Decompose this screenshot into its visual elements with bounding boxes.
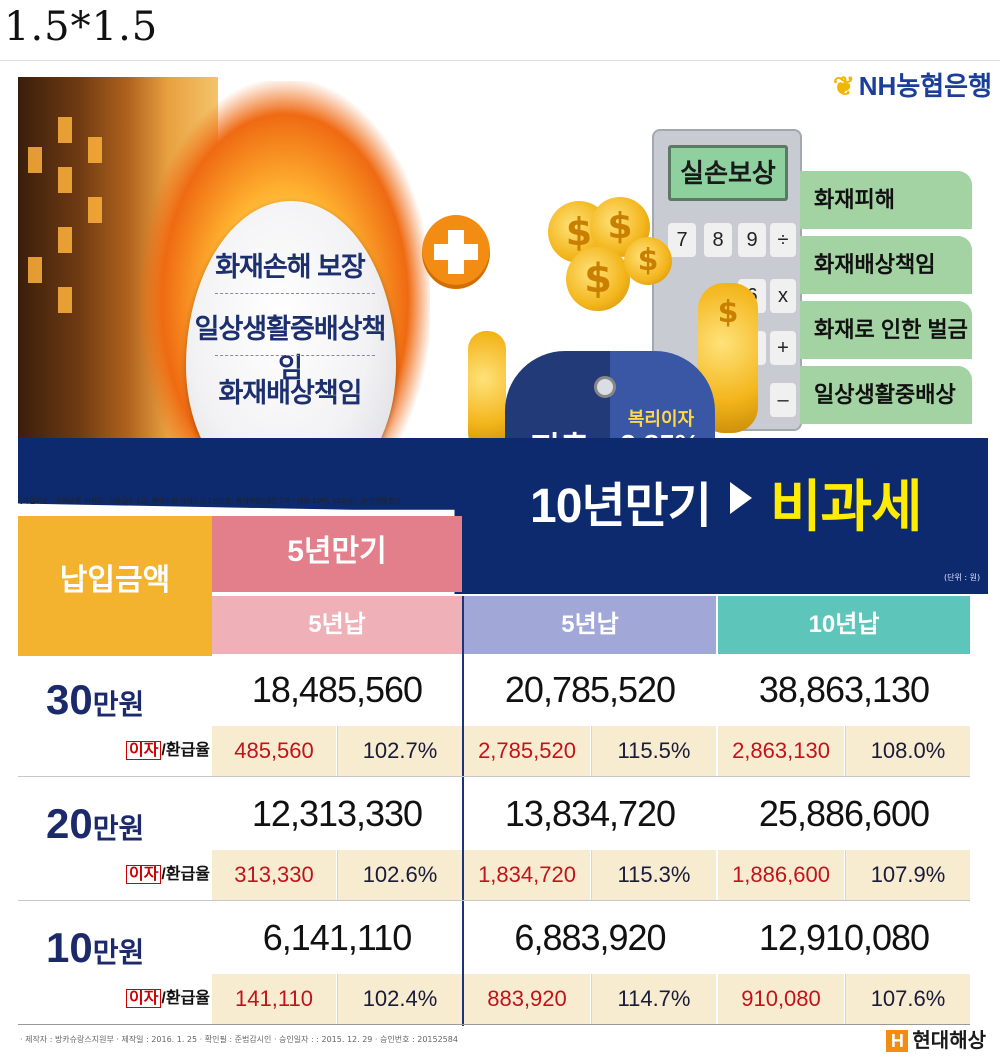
- coverage-tab-fire-damage: 화재피해: [800, 171, 972, 229]
- refund-rate-cell: 102.6%: [338, 850, 462, 900]
- coverage-tab-fire-fine: 화재로 인한 벌금: [800, 301, 972, 359]
- divider: [215, 293, 375, 294]
- refund-rate-cell: 102.4%: [338, 974, 462, 1024]
- coverage-tab-fire-liability: 화재배상책임: [800, 236, 972, 294]
- compound-interest-label: 복리이자: [627, 409, 695, 429]
- refund-rate-cell: 108.0%: [846, 726, 970, 776]
- top-label: 1.5*1.5: [4, 4, 159, 50]
- calc-key: ÷: [770, 223, 796, 257]
- interest-cell: 485,560: [212, 726, 336, 776]
- hyundai-marine-logo: H 현대해상: [886, 1024, 986, 1053]
- row-divider: [18, 900, 970, 901]
- pay-amount-20: 20만원: [46, 800, 145, 847]
- column-divider: [462, 596, 464, 1026]
- calc-key: 9: [738, 223, 766, 257]
- row-divider: [18, 776, 970, 777]
- table-bottom-border: [18, 1024, 970, 1025]
- total-10y-5pay: 20,785,520: [504, 669, 676, 710]
- pay-amount-30: 30만원: [46, 676, 145, 723]
- nh-logo-icon: ❦: [832, 71, 855, 101]
- calc-key: –: [770, 383, 796, 417]
- refund-rate-cell: 107.9%: [846, 850, 970, 900]
- pouch-clasp: [594, 376, 616, 398]
- header-10y-pay: 10년납: [718, 596, 970, 654]
- interest-cell: 2,785,520: [464, 726, 590, 776]
- promo-line-3: 화재배상책임: [218, 378, 362, 408]
- coin-stack-icon: [468, 331, 506, 451]
- total-10y-10pay: 12,910,080: [758, 917, 930, 958]
- title-tax-free: 비과세: [770, 475, 923, 538]
- interest-cell: 910,080: [718, 974, 844, 1024]
- refund-rate-cell: 107.6%: [846, 974, 970, 1024]
- header-5y-pay-b: 5년납: [464, 596, 716, 654]
- coin-icon: $: [624, 237, 672, 285]
- interest-rate-tag: 이자/환급율: [124, 860, 212, 890]
- interest-cell: 313,330: [212, 850, 336, 900]
- total-10y-5pay: 6,883,920: [514, 917, 666, 958]
- arrow-right-icon: [730, 482, 752, 514]
- calc-key: x: [770, 279, 796, 313]
- plus-icon: [422, 187, 490, 317]
- interest-cell: 883,920: [464, 974, 590, 1024]
- header-5-year-maturity: 5년만기: [212, 516, 462, 592]
- divider: [215, 355, 375, 356]
- total-10y-5pay: 13,834,720: [504, 793, 676, 834]
- refund-rate-cell: 114.7%: [592, 974, 716, 1024]
- total-10y-10pay: 25,886,600: [758, 793, 930, 834]
- calculator-screen: 실손보상: [668, 145, 788, 201]
- interest-cell: 1,886,600: [718, 850, 844, 900]
- total-10y-10pay: 38,863,130: [758, 669, 930, 710]
- refund-rate-cell: 102.7%: [338, 726, 462, 776]
- title-10-year: 10년만기: [530, 480, 712, 533]
- total-5y-5pay: 12,313,330: [251, 793, 423, 834]
- calc-key: 8: [704, 223, 732, 257]
- interest-cell: 2,863,130: [718, 726, 844, 776]
- refund-rate-cell: 115.3%: [592, 850, 716, 900]
- pay-amount-10: 10만원: [46, 924, 145, 971]
- promo-line-2: 일상생활중배상책임: [194, 314, 387, 383]
- interest-rate-tag: 이자/환급율: [124, 736, 212, 766]
- total-5y-5pay: 6,141,110: [262, 917, 412, 958]
- refund-rate-cell: 115.5%: [592, 726, 716, 776]
- footer-compliance: · 제작자 : 방카슈랑스지원부 · 제작일 : 2016. 1. 25 · 확…: [20, 1035, 458, 1044]
- calc-key: +: [770, 331, 796, 365]
- total-5y-5pay: 18,485,560: [251, 669, 423, 710]
- unit-label: (단위 : 원): [944, 573, 981, 582]
- interest-cell: 141,110: [212, 974, 336, 1024]
- header-pay-amount: 납입금액: [18, 516, 212, 656]
- hyundai-logo-icon: H: [886, 1030, 909, 1052]
- condition-note: [가입기준 : 주택플랜_아파트, 건물급수 1급, 화재손해 가재도구 1천만…: [20, 497, 400, 505]
- nh-bank-logo: ❦ NH농협은행: [832, 71, 992, 101]
- promo-line-1: 화재손해 보장: [215, 252, 366, 282]
- interest-rate-tag: 이자/환급율: [124, 984, 212, 1014]
- interest-cell: 1,834,720: [464, 850, 590, 900]
- coverage-tab-daily-liability: 일상생활중배상책임: [800, 366, 972, 465]
- coin-icon: $: [566, 247, 630, 311]
- header-5y-pay-a: 5년납: [212, 596, 462, 654]
- promo-banner: 화재손해 보장 일상생활중배상책임 화재배상책임 실손보상 7 8 9 ÷ 6 …: [0, 60, 1000, 501]
- calc-key: 7: [668, 223, 696, 257]
